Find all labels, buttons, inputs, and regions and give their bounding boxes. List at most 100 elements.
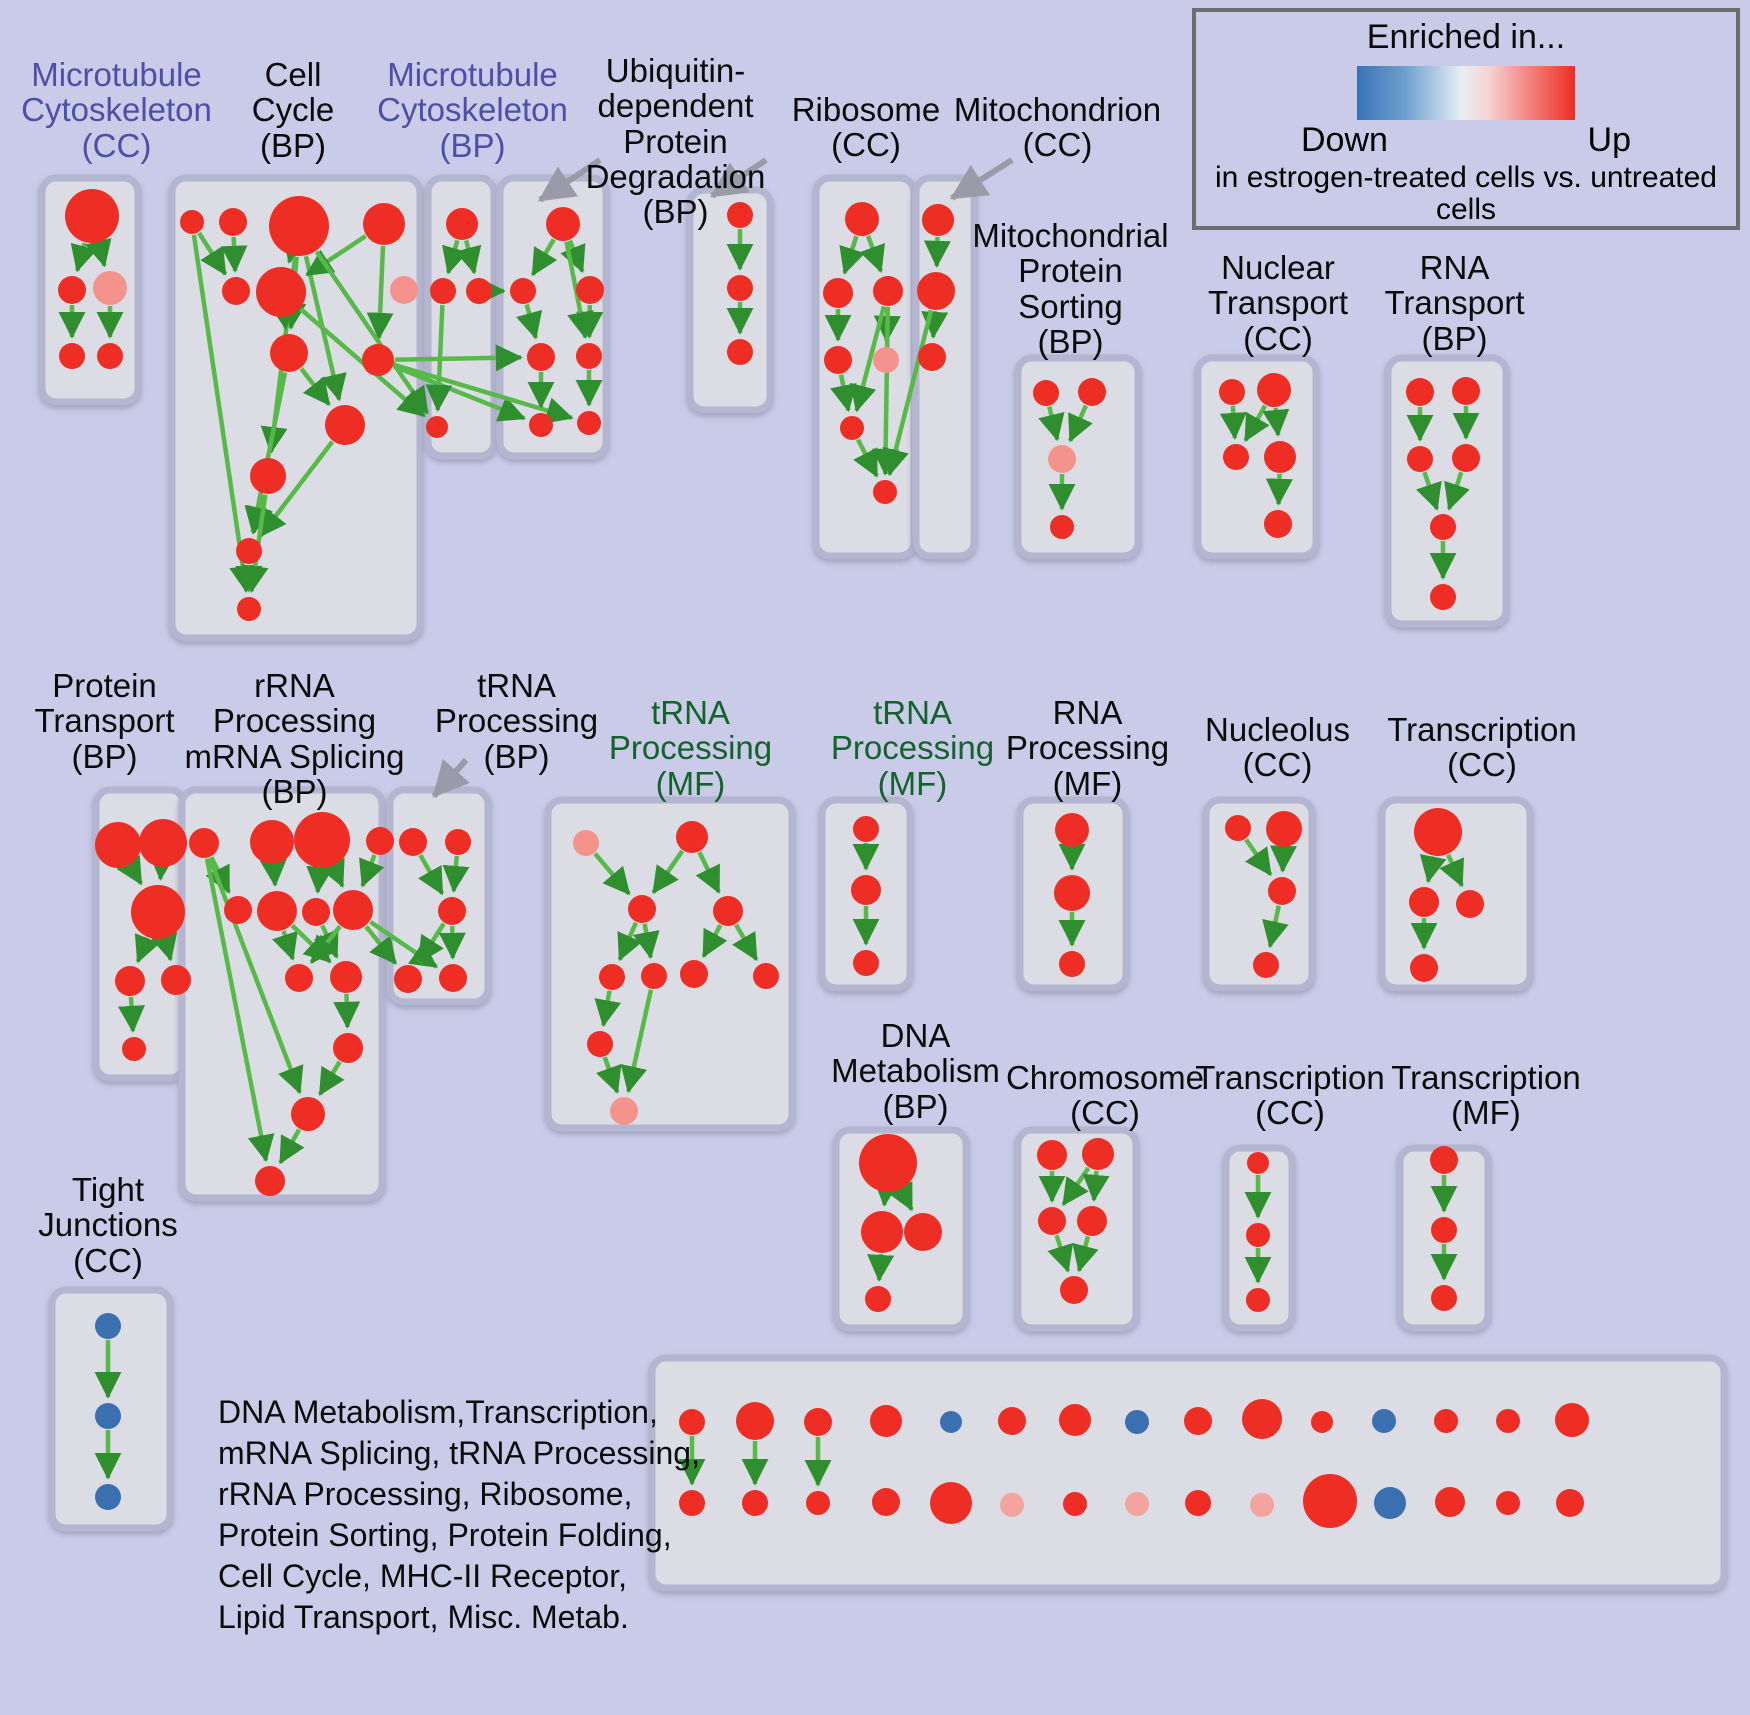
- network-node[interactable]: [840, 416, 864, 440]
- network-node[interactable]: [161, 965, 191, 995]
- network-node[interactable]: [1225, 815, 1251, 841]
- network-node[interactable]: [610, 1097, 638, 1125]
- network-node[interactable]: [806, 1491, 830, 1515]
- network-node[interactable]: [510, 278, 536, 304]
- network-node[interactable]: [1430, 1146, 1458, 1174]
- network-node[interactable]: [998, 1407, 1026, 1435]
- network-node[interactable]: [1059, 1404, 1091, 1436]
- network-node[interactable]: [1038, 1207, 1066, 1235]
- network-node[interactable]: [224, 896, 252, 924]
- network-node[interactable]: [904, 1213, 942, 1251]
- network-node[interactable]: [294, 812, 350, 868]
- network-node[interactable]: [1059, 951, 1085, 977]
- network-node[interactable]: [270, 334, 308, 372]
- network-node[interactable]: [1033, 380, 1059, 406]
- network-node[interactable]: [713, 896, 743, 926]
- network-node[interactable]: [873, 480, 897, 504]
- network-node[interactable]: [1407, 446, 1433, 472]
- network-node[interactable]: [1311, 1411, 1333, 1433]
- network-node[interactable]: [122, 1037, 146, 1061]
- network-node[interactable]: [940, 1411, 962, 1433]
- network-node[interactable]: [859, 1134, 917, 1192]
- network-node[interactable]: [573, 830, 599, 856]
- network-node[interactable]: [753, 963, 779, 989]
- network-node[interactable]: [439, 964, 467, 992]
- network-node[interactable]: [95, 1484, 121, 1510]
- network-node[interactable]: [363, 203, 405, 245]
- network-node[interactable]: [676, 821, 708, 853]
- network-node[interactable]: [823, 278, 853, 308]
- network-node[interactable]: [1264, 441, 1296, 473]
- network-node[interactable]: [1372, 1409, 1396, 1433]
- network-node[interactable]: [918, 343, 946, 371]
- network-node[interactable]: [390, 276, 418, 304]
- network-node[interactable]: [97, 343, 123, 369]
- network-node[interactable]: [1374, 1487, 1406, 1519]
- network-node[interactable]: [93, 271, 127, 305]
- network-node[interactable]: [236, 538, 262, 564]
- network-node[interactable]: [917, 272, 955, 310]
- network-node[interactable]: [736, 1402, 774, 1440]
- network-node[interactable]: [1246, 1223, 1270, 1247]
- network-node[interactable]: [65, 189, 119, 243]
- network-node[interactable]: [285, 964, 313, 992]
- network-node[interactable]: [680, 960, 708, 988]
- network-node[interactable]: [529, 413, 553, 437]
- network-node[interactable]: [445, 829, 471, 855]
- network-node[interactable]: [587, 1031, 613, 1057]
- network-node[interactable]: [851, 875, 881, 905]
- network-node[interactable]: [325, 405, 365, 445]
- network-node[interactable]: [219, 208, 247, 236]
- network-node[interactable]: [291, 1097, 325, 1131]
- network-node[interactable]: [257, 891, 297, 931]
- network-node[interactable]: [302, 898, 330, 926]
- network-node[interactable]: [1435, 1487, 1465, 1517]
- network-node[interactable]: [1242, 1399, 1282, 1439]
- network-node[interactable]: [577, 411, 601, 435]
- network-node[interactable]: [95, 1403, 121, 1429]
- network-node[interactable]: [1556, 1489, 1584, 1517]
- network-node[interactable]: [394, 965, 422, 993]
- network-node[interactable]: [1000, 1493, 1024, 1517]
- network-node[interactable]: [1430, 584, 1456, 610]
- network-node[interactable]: [1434, 1409, 1458, 1433]
- network-node[interactable]: [1266, 811, 1302, 847]
- network-node[interactable]: [1410, 954, 1438, 982]
- network-node[interactable]: [269, 196, 329, 256]
- network-node[interactable]: [256, 267, 306, 317]
- network-node[interactable]: [1409, 887, 1439, 917]
- network-node[interactable]: [139, 819, 187, 867]
- network-node[interactable]: [872, 1488, 900, 1516]
- network-node[interactable]: [922, 204, 954, 236]
- network-node[interactable]: [824, 346, 852, 374]
- network-node[interactable]: [1264, 510, 1292, 538]
- network-node[interactable]: [446, 208, 478, 240]
- network-node[interactable]: [1253, 952, 1279, 978]
- network-node[interactable]: [1414, 808, 1462, 856]
- network-node[interactable]: [1185, 1490, 1211, 1516]
- network-node[interactable]: [1456, 890, 1484, 918]
- network-node[interactable]: [333, 1033, 363, 1063]
- network-node[interactable]: [727, 275, 753, 301]
- network-node[interactable]: [865, 1286, 891, 1312]
- network-node[interactable]: [1125, 1492, 1149, 1516]
- network-node[interactable]: [1431, 1217, 1457, 1243]
- network-node[interactable]: [727, 202, 753, 228]
- network-node[interactable]: [189, 828, 219, 858]
- network-node[interactable]: [1246, 1288, 1270, 1312]
- network-node[interactable]: [641, 963, 667, 989]
- network-node[interactable]: [1496, 1491, 1520, 1515]
- network-node[interactable]: [250, 458, 286, 494]
- network-node[interactable]: [1452, 377, 1480, 405]
- network-node[interactable]: [1054, 875, 1090, 911]
- network-node[interactable]: [1452, 444, 1480, 472]
- network-node[interactable]: [95, 822, 141, 868]
- network-node[interactable]: [576, 276, 604, 304]
- network-node[interactable]: [576, 343, 602, 369]
- network-node[interactable]: [861, 1211, 903, 1253]
- network-node[interactable]: [237, 597, 261, 621]
- network-node[interactable]: [333, 890, 373, 930]
- network-node[interactable]: [1078, 378, 1106, 406]
- network-node[interactable]: [1430, 514, 1456, 540]
- network-node[interactable]: [399, 828, 427, 856]
